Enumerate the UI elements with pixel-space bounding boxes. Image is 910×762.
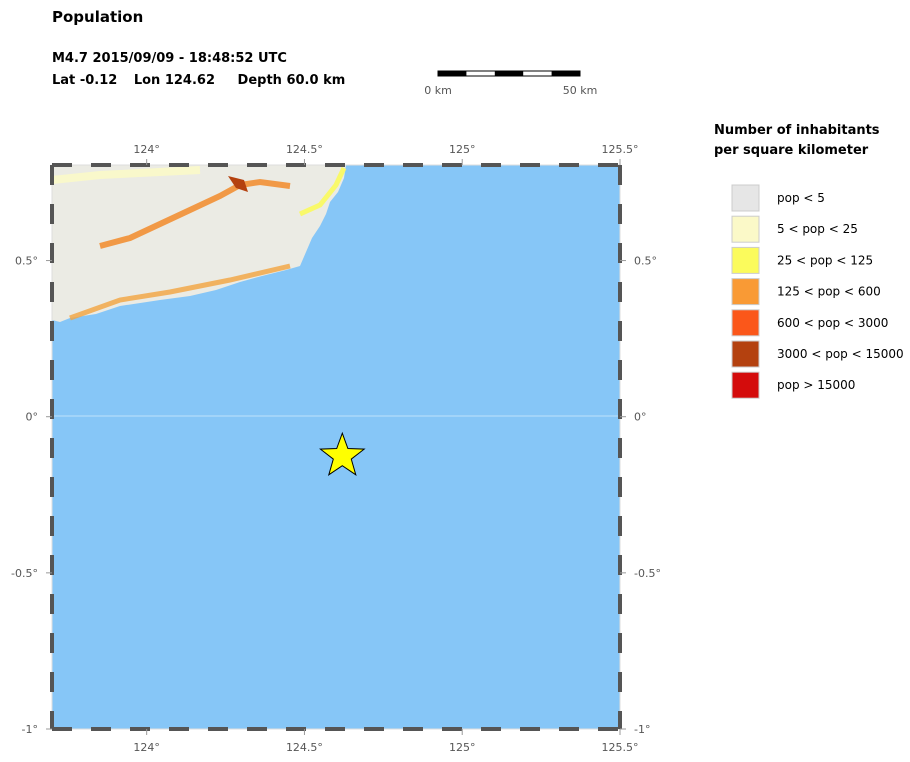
scale-end: 50 km: [563, 84, 598, 97]
legend-swatch: [731, 371, 760, 399]
lat-value: -0.12: [80, 73, 117, 88]
legend-swatch: [731, 246, 760, 274]
urban-area: [228, 176, 248, 192]
event-line: M4.7 2015/09/09 - 18:48:52 UTC: [52, 51, 287, 66]
legend-swatch: [731, 309, 760, 337]
lon-tick-label: 124.5°: [286, 741, 323, 754]
legend-label: 600 < pop < 3000: [777, 316, 888, 330]
lon-tick-label: 124°: [133, 143, 160, 156]
lat-tick-label: -0.5°: [11, 567, 38, 580]
lon-label: Lon: [134, 73, 160, 88]
lon-tick-label: 124.5°: [286, 143, 323, 156]
population-strip: [51, 166, 201, 184]
legend-label: 3000 < pop < 15000: [777, 347, 904, 361]
lon-tick-label: 124°: [133, 741, 160, 754]
lon-tick-label: 125.5°: [602, 741, 639, 754]
lat-label: Lat: [52, 73, 75, 88]
depth-label: Depth: [238, 73, 282, 88]
depth-value: 60.0 km: [286, 73, 345, 88]
lon-tick-label: 125.5°: [602, 143, 639, 156]
map: [50, 163, 622, 731]
lat-tick-label: 0°: [634, 411, 647, 424]
lon-value: 124.62: [165, 73, 215, 88]
lon-tick-label: 125°: [449, 741, 476, 754]
legend-label: 125 < pop < 600: [777, 285, 881, 299]
legend-swatch: [731, 215, 760, 243]
lat-tick-label: 0°: [26, 411, 39, 424]
lat-tick-label: -1°: [634, 723, 650, 736]
lat-tick-label: 0.5°: [634, 255, 657, 268]
population-strip: [298, 166, 347, 217]
legend-label: pop < 5: [777, 191, 825, 205]
scale-start: 0 km: [424, 84, 452, 97]
legend-title: Number of inhabitants: [714, 123, 880, 138]
land: [52, 165, 346, 322]
population-corridor: [99, 178, 291, 249]
ticks: 124° 124° 124.5° 124.5° 125° 125° 125.5° 125.5°…: [11, 143, 661, 754]
legend-label: 25 < pop < 125: [777, 253, 873, 267]
legend-label: pop > 15000: [777, 378, 855, 392]
scale-bar: [437, 70, 581, 77]
location-line: Lat -0.12 Lon 124.62 Depth 60.0 km: [52, 73, 345, 88]
legend-swatch: [731, 278, 760, 306]
legend-label: 5 < pop < 25: [777, 222, 858, 236]
epicenter: [319, 431, 366, 476]
legend-swatch: [731, 340, 760, 368]
lon-tick-label: 125°: [449, 143, 476, 156]
lat-tick-label: -1°: [22, 723, 38, 736]
lat-tick-label: 0.5°: [15, 255, 38, 268]
legend-title: per square kilometer: [714, 143, 869, 158]
coastal-population: [69, 263, 291, 321]
legend-swatch: [731, 184, 760, 212]
lat-tick-label: -0.5°: [634, 567, 661, 580]
title: Population: [52, 8, 143, 26]
legend: Number of inhabitants per square kilomete…: [714, 123, 904, 399]
